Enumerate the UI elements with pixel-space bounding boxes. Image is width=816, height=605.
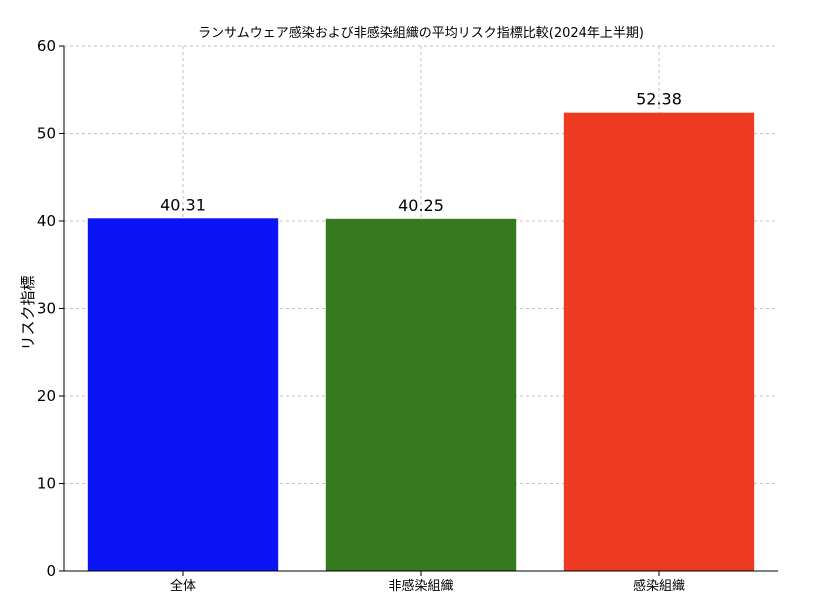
y-tick-label: 50 xyxy=(37,125,56,143)
y-tick-label: 60 xyxy=(37,37,56,55)
y-tick-label: 30 xyxy=(37,300,56,318)
data-label: 40.31 xyxy=(160,195,206,214)
data-label: 40.25 xyxy=(398,196,444,215)
y-axis-label: リスク指標 xyxy=(19,275,37,350)
labels: 0 10 20 30 40 50 60 40.31 全体 40.25 非感染組織 52.38 感染組織 xyxy=(37,37,685,594)
x-tick-label: 全体 xyxy=(170,578,196,594)
axes xyxy=(59,45,778,576)
bar xyxy=(563,112,755,572)
bar xyxy=(87,218,279,571)
data-label: 52.38 xyxy=(636,90,682,109)
y-tick-label: 10 xyxy=(37,475,56,493)
y-tick-label: 20 xyxy=(37,387,56,405)
bar xyxy=(325,218,517,571)
y-tick-label: 40 xyxy=(37,212,56,230)
y-tick-label: 0 xyxy=(46,562,56,580)
x-tick-label: 非感染組織 xyxy=(388,578,453,594)
bars xyxy=(87,112,755,572)
x-tick-label: 感染組織 xyxy=(633,578,685,594)
chart-title: ランサムウェア感染および非感染組織の平均リスク指標比較(2024年上半期) xyxy=(198,25,644,41)
